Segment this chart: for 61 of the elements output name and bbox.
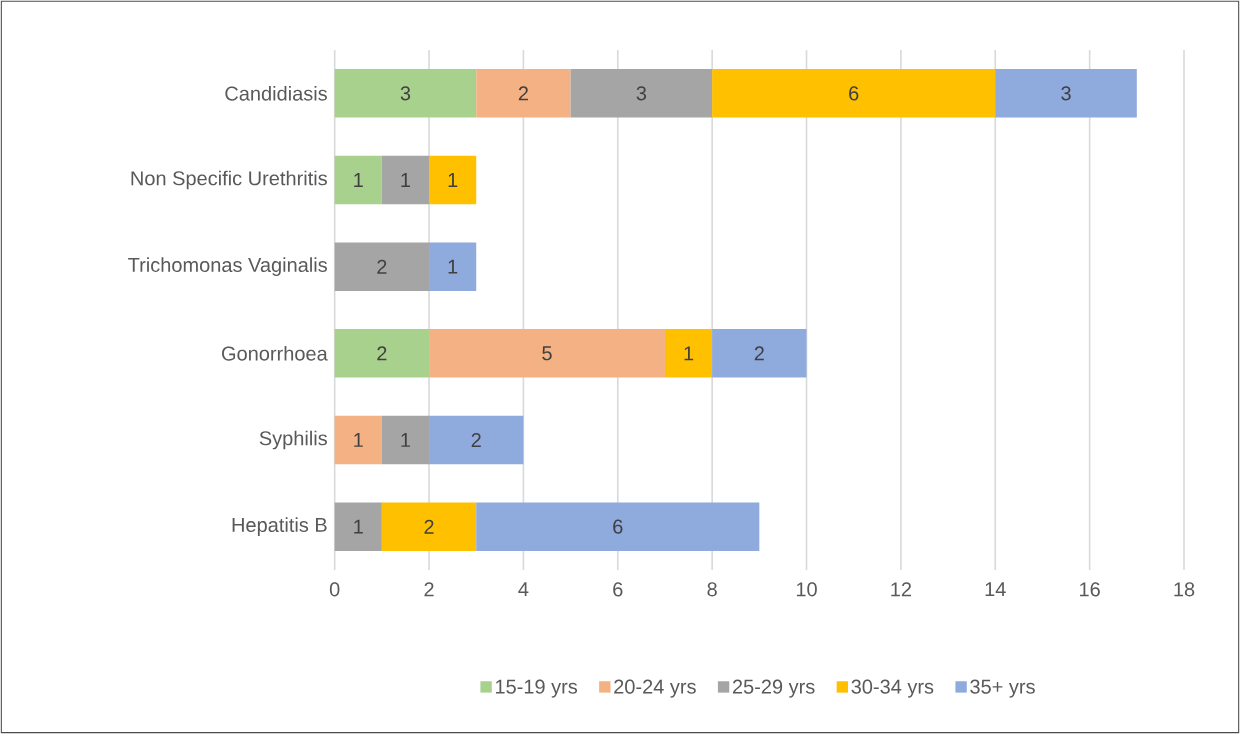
data-label: 1 <box>448 173 458 187</box>
x-tick-label: 18 <box>1174 582 1195 597</box>
bar <box>476 502 760 551</box>
x-tick-label: 10 <box>796 582 817 597</box>
data-label: 1 <box>354 519 363 534</box>
bar <box>476 69 571 118</box>
bar <box>570 69 713 118</box>
bar <box>712 329 807 378</box>
y-tick-label: Trichomonas Vaginalis <box>128 257 327 276</box>
bar <box>334 502 382 551</box>
x-tick-label: 12 <box>891 582 912 597</box>
data-label: 2 <box>471 433 481 447</box>
bar <box>429 242 477 291</box>
y-tick-label: Non Specific Urethritis <box>131 170 327 190</box>
bar <box>334 69 477 118</box>
data-label: 6 <box>849 86 859 101</box>
legend-label: 35+ yrs <box>970 679 1035 698</box>
bar <box>334 242 430 291</box>
data-label: 3 <box>636 86 647 101</box>
y-tick-label: Hepatitis B <box>232 517 327 536</box>
x-tick-label: 4 <box>518 582 529 597</box>
x-tick-label: 14 <box>985 582 1006 597</box>
legend-label: 15-19 yrs <box>495 679 578 698</box>
data-label: 2 <box>518 86 528 101</box>
x-tick-label: 0 <box>329 582 340 597</box>
bar <box>429 415 524 465</box>
x-tick-label: 8 <box>707 582 717 597</box>
data-label: 1 <box>401 433 411 447</box>
bar <box>429 155 477 205</box>
data-label: 3 <box>1061 86 1071 101</box>
legend-label: 30-34 yrs <box>851 679 934 698</box>
bar <box>381 502 477 551</box>
data-label: 3 <box>400 86 411 101</box>
y-tick-label: Candidiasis <box>225 85 327 101</box>
y-tick-label: Gonorrhoea <box>222 345 328 361</box>
x-tick-label: 16 <box>1080 582 1100 597</box>
data-label: 1 <box>684 346 694 361</box>
bar <box>429 329 665 378</box>
data-label: 5 <box>542 346 552 361</box>
data-label: 1 <box>354 173 363 187</box>
y-tick-label: Syphilis <box>259 430 327 450</box>
data-label: 2 <box>754 346 764 361</box>
x-tick-label: 2 <box>424 582 434 597</box>
bar <box>995 69 1137 118</box>
data-label: 2 <box>377 259 387 274</box>
bar <box>381 415 430 465</box>
bar <box>334 415 382 465</box>
data-label: 2 <box>424 519 434 534</box>
data-label: 1 <box>448 259 458 274</box>
data-label: 1 <box>401 173 411 187</box>
bar <box>381 155 430 205</box>
data-label: 2 <box>377 346 387 361</box>
legend-label: 20-24 yrs <box>614 679 696 698</box>
x-tick-label: 6 <box>613 582 623 597</box>
data-label: 1 <box>354 433 363 447</box>
bar <box>334 155 382 205</box>
bar <box>664 329 713 378</box>
bar <box>334 329 430 378</box>
bar <box>712 69 996 118</box>
data-label: 6 <box>613 519 623 534</box>
legend-label: 25-29 yrs <box>732 679 815 698</box>
